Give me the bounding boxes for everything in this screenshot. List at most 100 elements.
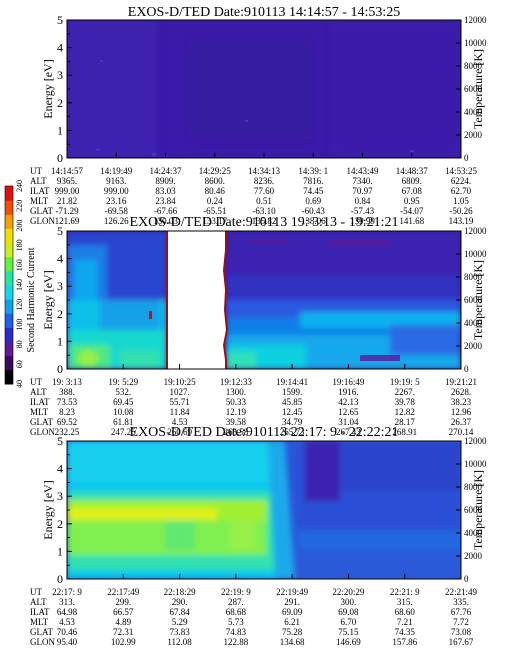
panel-3-y2-axis: 0 2000 4000 6000 8000 10000 12000 xyxy=(456,436,487,584)
table-row-label: GLAT xyxy=(30,417,53,427)
panel-2-ytick-label: 2 xyxy=(57,307,63,321)
colorbar-tick-label: 200 xyxy=(15,220,24,232)
panel-2-y2tick-label: 6000 xyxy=(464,295,483,305)
panel-1-y2tick-label: 0 xyxy=(464,153,469,163)
table-cell: 50.33 xyxy=(226,397,247,407)
table-cell: 9163. xyxy=(106,176,126,186)
panel-1-y2label: Temperature [K] xyxy=(471,49,485,129)
table-cell: 72.31 xyxy=(113,627,133,637)
table-cell: 7.21 xyxy=(397,617,413,627)
panel-1-ylabel: Energy [eV] xyxy=(41,59,55,118)
colorbar-tick-label: 160 xyxy=(15,259,24,271)
table-row-label: GLON xyxy=(30,216,55,226)
table-cell: 26.37 xyxy=(451,417,472,427)
table-cell: 287. xyxy=(228,597,244,607)
table-cell: 14:29:25 xyxy=(199,166,232,176)
table-cell: 0.69 xyxy=(305,196,321,206)
table-cell: 14:39: 1 xyxy=(298,166,328,176)
table-cell: 68.68 xyxy=(226,607,247,617)
table-cell: 70.46 xyxy=(57,627,78,637)
colorbar-tick-label: 220 xyxy=(15,200,24,212)
table-cell: 5.29 xyxy=(172,617,188,627)
table-cell: 23.84 xyxy=(155,196,176,206)
table-cell: 14:43:49 xyxy=(346,166,379,176)
panel-3-y2tick-label: 6000 xyxy=(464,505,483,515)
table-cell: -67.66 xyxy=(154,206,178,216)
colorbar-tick-label: 60 xyxy=(15,360,24,368)
panel-1-y2tick-label: 4000 xyxy=(464,107,483,117)
panel-1-orbit-table: UTALTILATMLTGLATGLON14:14:579365.999.002… xyxy=(30,153,477,226)
table-cell: 22:20:29 xyxy=(332,587,365,597)
panel-2-y2tick-label: 12000 xyxy=(464,226,487,236)
colorbar-swatch xyxy=(5,242,13,258)
panel-3-ytick-label: 5 xyxy=(57,434,63,448)
table-cell: 232.25 xyxy=(55,427,80,437)
table-cell: 22:19:49 xyxy=(276,587,309,597)
panel-2: EXOS-D/TED Date:910113 19: 3:13 - 19:21:… xyxy=(30,215,487,437)
table-cell: 28.17 xyxy=(395,417,416,427)
table-cell: 80.46 xyxy=(205,186,226,196)
table-cell: 73.53 xyxy=(57,397,78,407)
table-cell: 267.43 xyxy=(336,427,361,437)
table-cell: 66.57 xyxy=(113,607,134,617)
table-cell: 265.73 xyxy=(280,427,305,437)
table-cell: 19:12:33 xyxy=(220,377,253,387)
table-cell: 73.83 xyxy=(169,627,190,637)
table-cell: -50.26 xyxy=(449,206,473,216)
table-cell: 14:53:25 xyxy=(445,166,478,176)
table-cell: 1916. xyxy=(338,387,358,397)
table-cell: 11.84 xyxy=(170,407,190,417)
table-cell: 1027. xyxy=(169,387,189,397)
table-cell: 133.17 xyxy=(202,216,227,226)
panel-2-y-axis: 0 1 2 3 4 5 xyxy=(57,224,72,376)
colorbar-swatch xyxy=(5,270,13,286)
panel-1-title: EXOS-D/TED Date:910113 14:14:57 - 14:53:… xyxy=(128,5,400,20)
panel-2-ylabel: Energy [eV] xyxy=(41,270,55,329)
table-cell: 12.96 xyxy=(451,407,472,417)
colorbar-swatch xyxy=(5,299,13,314)
table-cell: -54.07 xyxy=(400,206,424,216)
panel-1-y2tick-label: 10000 xyxy=(464,38,487,48)
panel-1-heatmap xyxy=(67,20,461,158)
colorbar-tick-label: 240 xyxy=(15,180,24,192)
table-cell: 1.05 xyxy=(453,196,469,206)
panel-1-ytick-label: 0 xyxy=(57,151,63,165)
table-cell: 83.03 xyxy=(155,186,176,196)
panel-3: EXOS-D/TED Date:910113 22:17: 9 - 22:22:… xyxy=(30,425,487,647)
table-cell: 300. xyxy=(341,597,357,607)
colorbar-swatch xyxy=(5,355,13,371)
table-cell: 22:21: 9 xyxy=(390,587,420,597)
table-cell: 14:34:13 xyxy=(248,166,281,176)
panel-1-ytick-label: 1 xyxy=(57,123,63,137)
colorbar-tick-label: 80 xyxy=(15,340,24,348)
table-cell: 67.08 xyxy=(402,186,423,196)
colorbar-swatch xyxy=(5,285,13,300)
table-cell: 139.99 xyxy=(350,216,375,226)
panel-3-y2tick-label: 2000 xyxy=(464,551,483,561)
table-cell: 157.86 xyxy=(392,637,417,647)
table-cell: 70.97 xyxy=(352,186,373,196)
table-cell: 67.84 xyxy=(169,607,190,617)
panel-1-y2tick-label: 6000 xyxy=(464,84,483,94)
table-cell: 74.35 xyxy=(395,627,416,637)
table-row-label: GLON xyxy=(30,637,55,647)
table-cell: 8909. xyxy=(155,176,175,186)
panel-2-y2-axis: 0 2000 4000 6000 8000 10000 12000 xyxy=(456,226,487,374)
colorbar-tick-label: 100 xyxy=(15,319,24,331)
table-cell: 313. xyxy=(59,597,75,607)
table-cell: 19:21:21 xyxy=(445,377,477,387)
table-cell: 69.09 xyxy=(282,607,303,617)
panel-2-y2label: Temperature [K] xyxy=(471,260,485,340)
table-cell: 112.08 xyxy=(167,637,192,647)
panel-3-y2label: Temperature [K] xyxy=(471,470,485,550)
table-cell: 69.45 xyxy=(113,397,134,407)
panel-1-y-axis: 0 1 2 3 4 5 xyxy=(57,13,72,165)
table-cell: 68.60 xyxy=(395,607,416,617)
table-cell: 999.00 xyxy=(55,186,80,196)
panel-2-ytick-label: 3 xyxy=(57,279,63,293)
table-cell: 315. xyxy=(397,597,413,607)
panel-2-ytick-label: 0 xyxy=(57,362,63,376)
table-cell: 22:21:49 xyxy=(445,587,478,597)
table-cell: 0.84 xyxy=(355,196,371,206)
